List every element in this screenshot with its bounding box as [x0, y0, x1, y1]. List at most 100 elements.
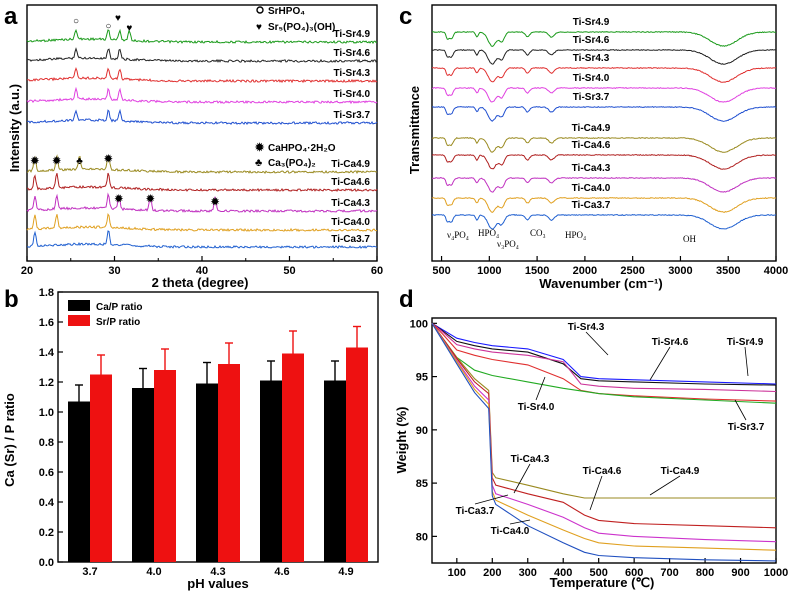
panel-b-ytick-label: 0.2 [39, 527, 54, 539]
sr-peak-marker: ○ [73, 16, 79, 27]
ftir-label-Ti-Ca3.7: Ti-Ca3.7 [572, 200, 611, 211]
panel-c-xtick-label: 500 [432, 265, 450, 277]
panel-d-traces [431, 322, 777, 562]
panel-d-xtick-label: 100 [448, 567, 466, 579]
tga-leader-Ti-Ca4.0 [509, 519, 531, 525]
ftir-trace-Ti-Ca4.6 [431, 153, 777, 170]
legend-swatch-Sr/P ratio [68, 315, 90, 326]
bar-Ca/P ratio-4.6 [260, 380, 282, 562]
heart-marker-icon: ♥ [256, 22, 262, 33]
ftir-trace-Ti-Ca4.9 [431, 136, 777, 153]
panel-d-xtick-label: 900 [731, 567, 749, 579]
ann-v3po4: ν₃PO₄ [497, 239, 519, 249]
xrd-label-Ti-Ca4.3: Ti-Ca4.3 [331, 198, 370, 209]
ftir-trace-Ti-Ca3.7 [431, 213, 777, 230]
ftir-trace-Ti-Ca4.3 [432, 176, 777, 193]
ca-peak-marker: ✹ [30, 155, 40, 167]
tga-label-Ti-Sr4.3: Ti-Sr4.3 [568, 322, 605, 333]
panel-c-letter: c [399, 3, 412, 30]
bar-Sr/P ratio-4.6 [282, 353, 304, 562]
ca-peak-marker: ✹ [114, 193, 124, 205]
panel-c-xtick-label: 2500 [620, 265, 644, 277]
panel-c-ylabel: Transmittance [407, 86, 422, 174]
panel-c-traces: Ti-Sr4.9 Ti-Sr4.6 Ti-Sr4.3 Ti-Sr4.0 Ti-Sr3.7… [431, 17, 777, 230]
panel-a-legend-ca: ✹ CaHPO₄·2H₂O ♣ Ca₃(PO₄)₂ [254, 142, 336, 169]
bar-Ca/P ratio-4.9 [324, 380, 346, 562]
panel-c-xlabel: Wavenumber (cm⁻¹) [539, 276, 662, 291]
tga-leader-Ti-Ca3.7 [474, 494, 509, 505]
bar-Ca/P ratio-3.7 [68, 401, 90, 562]
ftir-label-Ti-Ca4.3: Ti-Ca4.3 [572, 163, 611, 174]
xrd-trace-Ti-Ca4.9 [26, 154, 378, 174]
xrd-label-Ti-Ca4.0: Ti-Ca4.0 [331, 217, 370, 228]
legend-swatch-Ca/P ratio [68, 300, 90, 311]
circle-marker-icon [256, 6, 264, 14]
ftir-label-Ti-Sr4.6: Ti-Sr4.6 [573, 35, 610, 46]
tga-trace-Ti-Sr4.3 [431, 322, 777, 393]
xrd-trace-Ti-Sr4.9 [26, 28, 378, 45]
sr-peak-marker: ♥ [126, 23, 132, 34]
tga-label-Ti-Sr4.6: Ti-Sr4.6 [652, 337, 689, 348]
ca-peak-marker: ✹ [210, 196, 220, 208]
ftir-trace-Ti-Sr4.3 [431, 67, 777, 83]
panel-b-ytick-label: 1.4 [39, 347, 55, 359]
panel-b-ytick-label: 0.6 [39, 467, 54, 479]
bar-Sr/P ratio-4.0 [154, 370, 176, 562]
xrd-trace-Ti-Ca4.0 [26, 212, 378, 232]
panel-a-traces: Ti-Sr4.9 Ti-Sr4.6 Ti-Sr4.3 Ti-Sr4.0 Ti-Sr3.7… [26, 13, 378, 249]
panel-b-xtick-label: 4.0 [146, 566, 161, 578]
panel-a-xtick-label: 30 [108, 265, 120, 277]
panel-b-ytick-label: 1.0 [39, 407, 54, 419]
tga-label-Ti-Ca3.7: Ti-Ca3.7 [456, 506, 495, 517]
panel-b-xtick-label: 3.7 [82, 566, 97, 578]
xrd-trace-Ti-Sr4.6 [26, 47, 378, 63]
xrd-label-Ti-Sr4.9: Ti-Sr4.9 [334, 29, 371, 40]
tga-leader-Ti-Ca4.6 [589, 475, 603, 511]
ca-peak-marker: ✹ [103, 153, 113, 165]
panel-a-legend-sr: SrHPO₄ ♥ Sr₅(PO₄)₃(OH) [256, 6, 335, 33]
xrd-label-Ti-Sr4.3: Ti-Sr4.3 [334, 68, 371, 79]
xrd-trace-Ti-Sr4.0 [26, 86, 378, 105]
panel-d-labels: Ti-Sr4.3 Ti-Sr4.6 Ti-Sr4.9 Ti-Sr4.0 Ti-Sr3.7… [456, 322, 765, 537]
panel-d-xtick-label: 1000 [764, 567, 788, 579]
panel-c-xtick-label: 1500 [525, 265, 549, 277]
panel-d-axes: 100 200 300 400 500 600 700 800 900 1000 80 85 90 95 1… [410, 317, 788, 579]
xrd-label-Ti-Ca3.7: Ti-Ca3.7 [331, 234, 370, 245]
panel-d-xtick-label: 300 [519, 567, 537, 579]
xrd-trace-Ti-Sr3.7 [26, 108, 378, 126]
tga-leader-Ti-Ca4.3 [513, 463, 531, 494]
panel-d-ytick-label: 90 [416, 425, 428, 437]
bar-Sr/P ratio-4.3 [218, 364, 240, 562]
ftir-trace-Ti-Ca4.0 [431, 196, 777, 213]
panel-a-letter: a [4, 3, 18, 30]
ca-peak-marker: ✹ [145, 193, 155, 205]
tga-trace-Ti-Ca4.9 [431, 322, 776, 499]
xrd-label-Ti-Sr3.7: Ti-Sr3.7 [334, 110, 371, 121]
panel-b-ytick-label: 0.8 [39, 437, 54, 449]
ann-v4po4: ν₄PO₄ [447, 230, 469, 240]
tga-label-Ti-Ca4.3: Ti-Ca4.3 [511, 454, 550, 465]
ftir-label-Ti-Sr4.3: Ti-Sr4.3 [573, 53, 610, 64]
panel-d-xtick-label: 200 [483, 567, 501, 579]
panel-c-axes: 500 1000 1500 2000 2500 3000 3500 4000 [431, 4, 788, 277]
panel-b-letter: b [4, 286, 19, 313]
tga-label-Ti-Ca4.9: Ti-Ca4.9 [661, 466, 700, 477]
tga-leader-Ti-Sr4.0 [535, 376, 546, 401]
panel-d-xtick-label: 400 [554, 567, 572, 579]
ftir-label-Ti-Ca4.0: Ti-Ca4.0 [572, 183, 611, 194]
tga-label-Ti-Sr4.0: Ti-Sr4.0 [518, 402, 555, 413]
panel-b-xtick-label: 4.9 [338, 566, 353, 578]
ftir-trace-Ti-Sr3.7 [432, 105, 777, 122]
panel-c-xtick-label: 4000 [764, 265, 788, 277]
tga-label-Ti-Sr3.7: Ti-Sr3.7 [728, 422, 765, 433]
legend-tcp: Ca₃(PO₄)₂ [268, 158, 316, 169]
ca-peak-marker: ♣ [76, 156, 83, 167]
panel-a-frame [26, 4, 378, 262]
xrd-trace-Ti-Sr4.3 [26, 66, 378, 84]
panel-b-ylabel: Ca (Sr) / P ratio [2, 393, 17, 487]
panel-d-frame [431, 317, 777, 564]
xrd-label-Ti-Sr4.0: Ti-Sr4.0 [334, 89, 371, 100]
panel-c-xtick-label: 1000 [477, 265, 501, 277]
legend-label-Ca/P ratio: Ca/P ratio [96, 302, 143, 313]
legend-sr-apatite: Sr₅(PO₄)₃(OH) [268, 22, 335, 33]
